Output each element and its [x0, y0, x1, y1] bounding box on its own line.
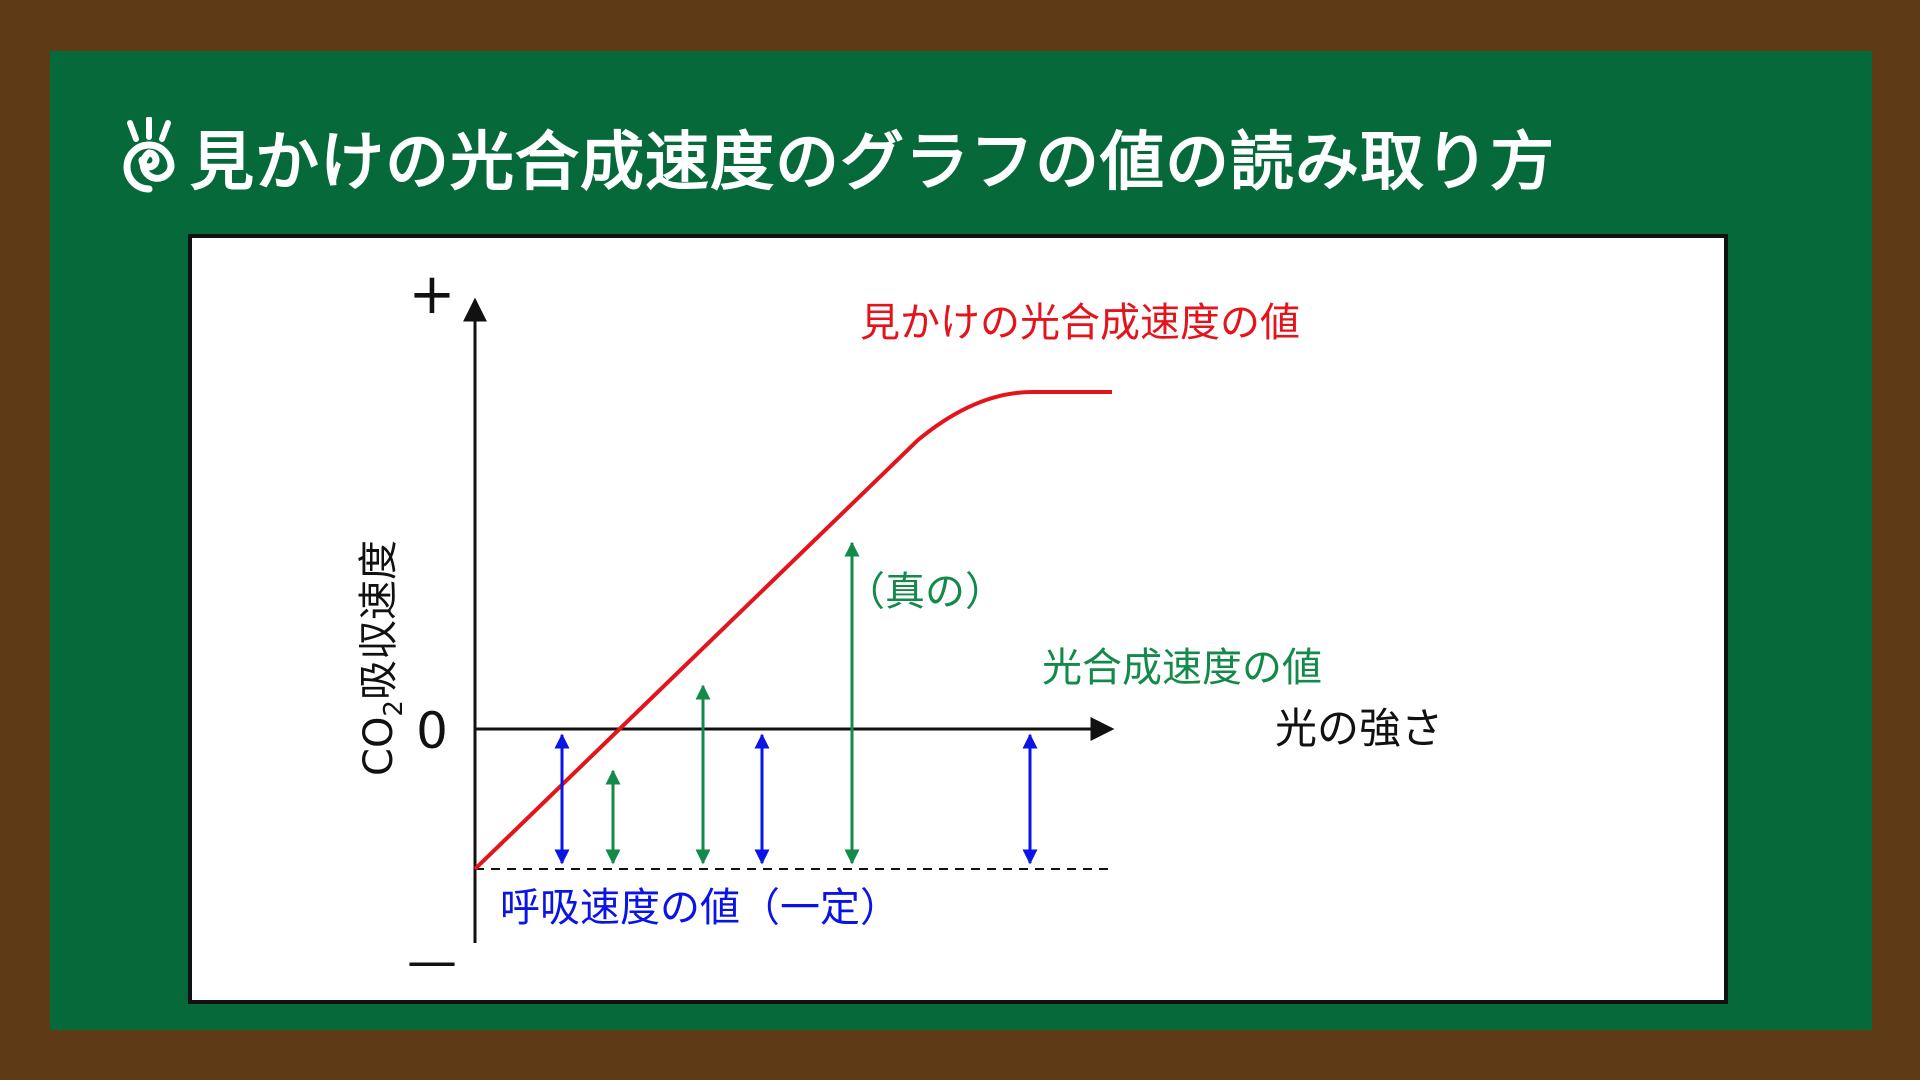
- respiration-label: 呼吸速度の値（一定）: [500, 885, 900, 931]
- true-photosynthesis-label-line2: 光合成速度の値: [1042, 645, 1322, 691]
- x-axis-label: 光の強さ: [1275, 704, 1443, 753]
- true-photosynthesis-label-line1: （真の）: [845, 569, 1005, 615]
- y-axis-zero-label: 0: [416, 702, 448, 760]
- y-axis-minus-label: —: [407, 932, 457, 990]
- photosynthesis-diagram: + 0 — CO2吸収速度 光の強さ 見かけの光合成速度の値 （真の） 光合成速…: [356, 262, 1443, 990]
- y-axis-plus-label: +: [409, 262, 456, 327]
- apparent-photosynthesis-label: 見かけの光合成速度の値: [860, 300, 1300, 346]
- diagram-panel: + 0 — CO2吸収速度 光の強さ 見かけの光合成速度の値 （真の） 光合成速…: [188, 234, 1728, 1004]
- title-row: 見かけの光合成速度のグラフの値の読み取り方: [118, 112, 1555, 202]
- page-title: 見かけの光合成速度のグラフの値の読み取り方: [190, 126, 1555, 200]
- y-axis-label: CO2吸収速度: [356, 540, 409, 776]
- apparent-photosynthesis-curve: [473, 390, 1112, 871]
- spiral-sprout-icon: [123, 117, 175, 193]
